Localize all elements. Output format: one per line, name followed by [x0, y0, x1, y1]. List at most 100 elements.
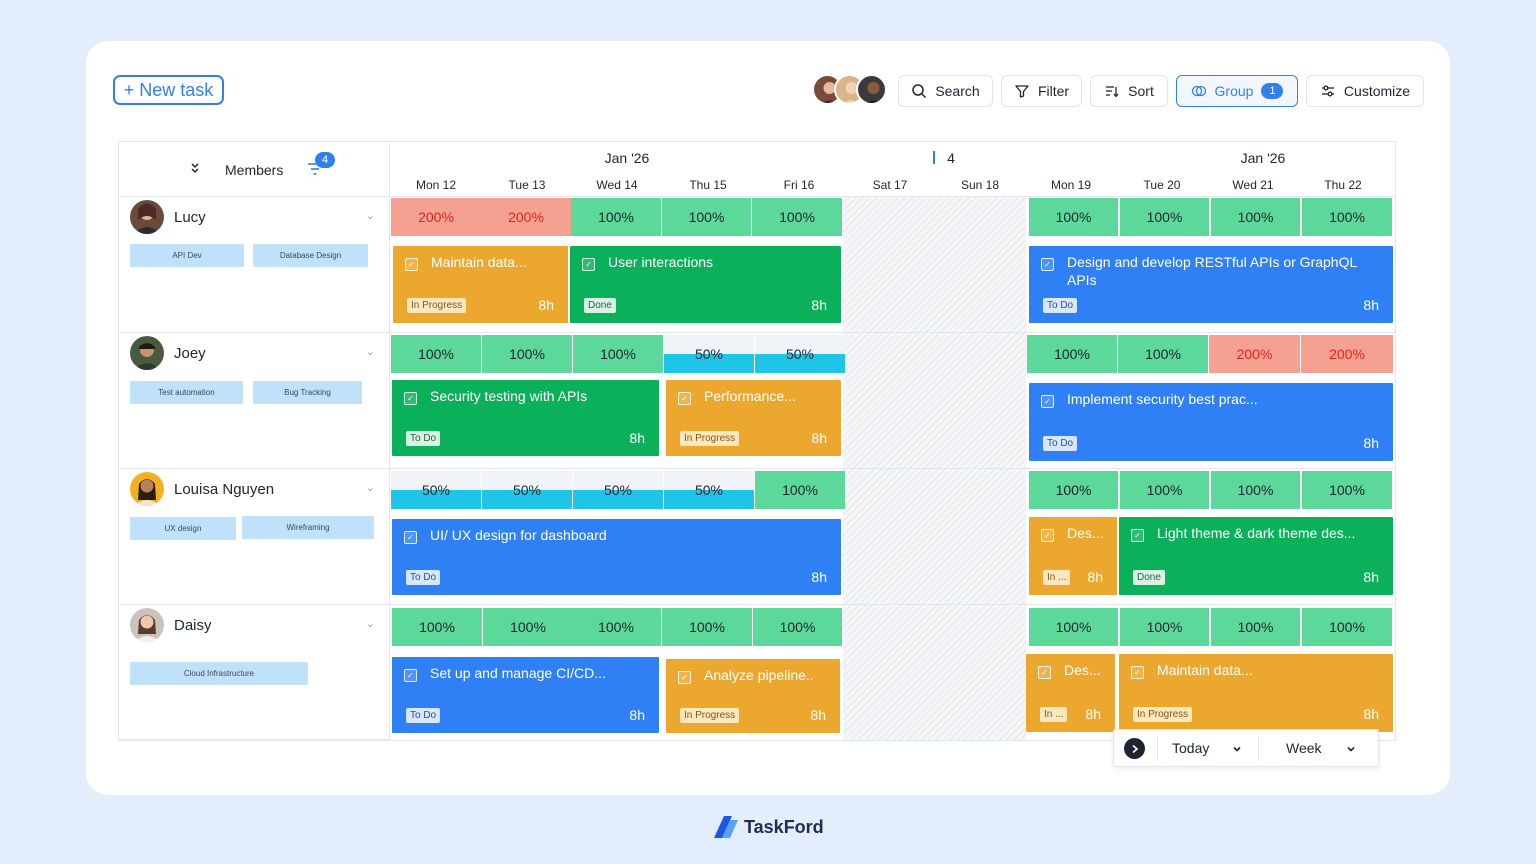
chevron-down-icon[interactable] [1346, 741, 1356, 759]
sort-label: Sort [1128, 83, 1154, 99]
task-hours: 8h [1363, 435, 1379, 451]
task-title: Des... [1067, 525, 1104, 541]
divider [1157, 736, 1158, 762]
task-hours: 8h [811, 430, 827, 446]
capacity-cell: 100% [753, 608, 842, 646]
capacity-cell: 50% [482, 471, 572, 509]
task-title: Implement security best prac... [1067, 391, 1258, 407]
chevron-down-icon[interactable] [1232, 741, 1242, 759]
task-card[interactable]: ✓ Performance... In Progress 8h [666, 380, 841, 456]
members-header: Members 4 [119, 142, 390, 197]
skill-tag: Cloud Infrastructure [130, 662, 308, 685]
timeline-navigation: Today Week [1113, 729, 1379, 767]
new-task-button[interactable]: + New task [113, 75, 224, 105]
member-row-lucy[interactable]: Lucy ⌄ API Dev Database Design [119, 197, 390, 333]
capacity-cell: 100% [1029, 471, 1118, 509]
capacity-cell: 100% [571, 608, 661, 646]
task-card[interactable]: ✓ Des... In ... 8h [1029, 517, 1117, 595]
capacity-cell: 100% [1120, 608, 1209, 646]
capacity-cell: 100% [1027, 335, 1117, 373]
month-label: Jan '26 [604, 150, 650, 166]
view-select[interactable]: Week [1286, 740, 1322, 756]
task-status-badge: Done [584, 298, 616, 313]
customize-button[interactable]: Customize [1306, 75, 1424, 107]
group-button[interactable]: Group 1 [1176, 75, 1298, 107]
task-card[interactable]: ✓ Light theme & dark theme des... Done 8… [1119, 517, 1393, 595]
member-row-joey[interactable]: Joey ⌄ Test automation Bug Tracking [119, 333, 390, 469]
capacity-cell: 100% [1211, 608, 1300, 646]
task-card[interactable]: ✓ Security testing with APIs To Do 8h [392, 380, 659, 456]
assignee-avatars[interactable] [812, 74, 888, 106]
search-icon [912, 84, 927, 99]
capacity-cell: 100% [662, 608, 752, 646]
day-label: Sat 17 [872, 178, 908, 192]
capacity-cell: 50% [573, 471, 663, 509]
task-card[interactable]: ✓ User interactions Done 8h [570, 246, 841, 323]
task-hours: 8h [811, 569, 827, 585]
task-card[interactable]: ✓ Set up and manage CI/CD... To Do 8h [392, 657, 659, 733]
chevron-down-icon[interactable]: ⌄ [365, 482, 375, 494]
chevron-down-icon[interactable]: ⌄ [365, 346, 375, 358]
skill-tag: Wireframing [242, 516, 374, 539]
search-button[interactable]: Search [898, 75, 993, 107]
skill-tag: Bug Tracking [253, 381, 362, 404]
day-label: Wed 21 [1232, 178, 1274, 192]
capacity-cell: 100% [1302, 471, 1392, 509]
task-card[interactable]: ✓ Analyze pipeline.. In Progress 8h [666, 659, 840, 733]
capacity-cell: 200% [1301, 335, 1393, 373]
task-status-badge: To Do [1043, 298, 1078, 313]
avatar [130, 472, 164, 506]
task-card[interactable]: ✓ Des... In ... 8h [1026, 654, 1115, 732]
collapse-all-icon[interactable] [189, 162, 201, 179]
task-hours: 8h [629, 707, 645, 723]
members-label: Members [225, 162, 284, 178]
task-hours: 8h [1087, 569, 1103, 585]
capacity-cell: 100% [755, 471, 845, 509]
avatar [856, 74, 887, 105]
filter-label: Filter [1037, 83, 1070, 99]
sort-button[interactable]: Sort [1090, 75, 1168, 107]
capacity-cell: 50% [664, 335, 754, 373]
day-label: Mon 12 [415, 178, 457, 192]
filter-button[interactable]: Filter [1001, 75, 1082, 107]
capacity-cell: 100% [1120, 198, 1209, 236]
task-check-icon: ✓ [1038, 666, 1051, 679]
member-row-daisy[interactable]: Daisy ⌄ Cloud Infrastructure [119, 605, 390, 740]
task-card[interactable]: ✓ UI/ UX design for dashboard To Do 8h [392, 519, 841, 595]
task-check-icon: ✓ [582, 258, 595, 271]
week-marker [933, 151, 935, 164]
member-name: Lucy [174, 209, 206, 226]
task-status-badge: In Progress [680, 431, 740, 446]
capacity-cell: 100% [1211, 198, 1300, 236]
task-title: Design and develop RESTful APIs or Graph… [1067, 254, 1357, 288]
task-hours: 8h [810, 707, 826, 723]
day-label: Sun 18 [960, 178, 1000, 192]
divider [1258, 736, 1259, 762]
task-card[interactable]: ✓ Maintain data... In Progress 8h [393, 246, 568, 323]
row-divider [390, 332, 1396, 333]
task-title: UI/ UX design for dashboard [430, 527, 607, 543]
task-card[interactable]: ✓ Maintain data... In Progress 8h [1119, 654, 1393, 732]
chevron-down-icon[interactable]: ⌄ [365, 618, 375, 630]
timeline-header: Jan '26 4 Jan '26 Mon 12 Tue 13 Wed 14 T… [390, 142, 1396, 197]
capacity-cell: 50% [391, 471, 481, 509]
month-label: Jan '26 [1240, 150, 1286, 166]
task-card[interactable]: ✓ Design and develop RESTful APIs or Gra… [1029, 246, 1393, 323]
week-number: 4 [947, 150, 955, 166]
capacity-cell: 50% [664, 471, 754, 509]
filter-icon [1015, 85, 1029, 98]
chevron-down-icon[interactable]: ⌄ [365, 210, 375, 222]
group-count-badge: 1 [1261, 83, 1284, 99]
capacity-cell: 50% [755, 335, 845, 373]
task-check-icon: ✓ [404, 392, 417, 405]
next-arrow-icon[interactable] [1124, 738, 1145, 759]
task-title: Des... [1064, 662, 1101, 678]
avatar [130, 336, 164, 370]
today-button[interactable]: Today [1172, 740, 1210, 756]
task-title: Analyze pipeline.. [704, 667, 814, 683]
task-card[interactable]: ✓ Implement security best prac... To Do … [1029, 383, 1393, 461]
member-row-louisa-nguyen[interactable]: Louisa Nguyen ⌄ UX design Wireframing [119, 469, 390, 605]
task-hours: 8h [1363, 297, 1379, 313]
task-check-icon: ✓ [1041, 529, 1054, 542]
task-check-icon: ✓ [405, 258, 418, 271]
